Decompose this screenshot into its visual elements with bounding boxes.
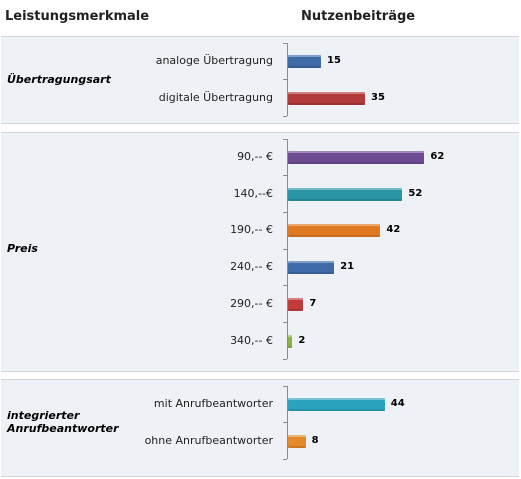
- axis-tick: [283, 212, 287, 214]
- category-label: digitale Übertragung: [158, 90, 273, 104]
- category-label: 140,--€: [233, 186, 273, 200]
- group-panel: integrierter Anrufbeantworter mit Anrufbe…: [1, 379, 519, 477]
- category-axis: [287, 386, 288, 459]
- axis-tick: [283, 385, 287, 387]
- bar: [288, 224, 381, 238]
- header-right-title: Nutzenbeiträge: [301, 9, 416, 24]
- bar: [288, 334, 293, 348]
- category-label: ohne Anrufbeantworter: [144, 433, 273, 447]
- group-panel: Preis 90,-- € 62 140,--€ 52 190,-- € 42 240,-- …: [1, 132, 519, 372]
- bar: [288, 187, 403, 201]
- axis-tick: [283, 138, 287, 140]
- bar: [288, 297, 304, 311]
- axis-tick: [283, 459, 287, 461]
- category-axis: [287, 139, 288, 359]
- category-label: 340,-- €: [230, 333, 273, 347]
- axis-tick: [283, 422, 287, 424]
- header-left-title: Leistungsmerkmale: [5, 9, 150, 24]
- data-label: 21: [340, 261, 355, 273]
- bar: [288, 261, 335, 275]
- category-label: 290,-- €: [230, 296, 273, 310]
- category-label: 240,-- €: [230, 260, 273, 274]
- data-label: 8: [311, 434, 319, 446]
- bar: [288, 91, 365, 105]
- data-label: 2: [298, 334, 306, 346]
- group-panel: Übertragungsart analoge Übertragung 15 digi…: [1, 36, 519, 124]
- axis-tick: [283, 322, 287, 324]
- data-label: 35: [371, 91, 385, 103]
- axis-tick: [283, 285, 287, 287]
- category-label: 190,-- €: [230, 223, 273, 237]
- chart-header: Leistungsmerkmale Nutzenbeiträge: [0, 0, 521, 36]
- group-label: Übertragungsart: [7, 72, 111, 86]
- data-label: 7: [309, 297, 317, 309]
- bar: [288, 398, 385, 411]
- data-label: 52: [408, 187, 423, 199]
- data-label: 42: [386, 224, 401, 236]
- axis-tick: [283, 175, 287, 177]
- bar: [288, 151, 425, 164]
- axis-tick: [283, 116, 287, 118]
- category-label: analoge Übertragung: [155, 54, 273, 67]
- data-label: 62: [430, 151, 445, 162]
- bar: [288, 55, 321, 68]
- axis-tick: [283, 248, 287, 250]
- category-label: mit Anrufbeantworter: [153, 397, 273, 410]
- category-axis: [287, 43, 288, 116]
- data-label: 44: [390, 398, 405, 409]
- axis-tick: [283, 42, 287, 44]
- bar: [288, 434, 306, 448]
- category-label: 90,-- €: [237, 150, 273, 163]
- data-label: 15: [327, 55, 341, 66]
- group-label: Preis: [7, 242, 38, 256]
- group-label: integrierter Anrufbeantworter: [7, 409, 119, 436]
- axis-tick: [283, 358, 287, 360]
- axis-tick: [283, 79, 287, 81]
